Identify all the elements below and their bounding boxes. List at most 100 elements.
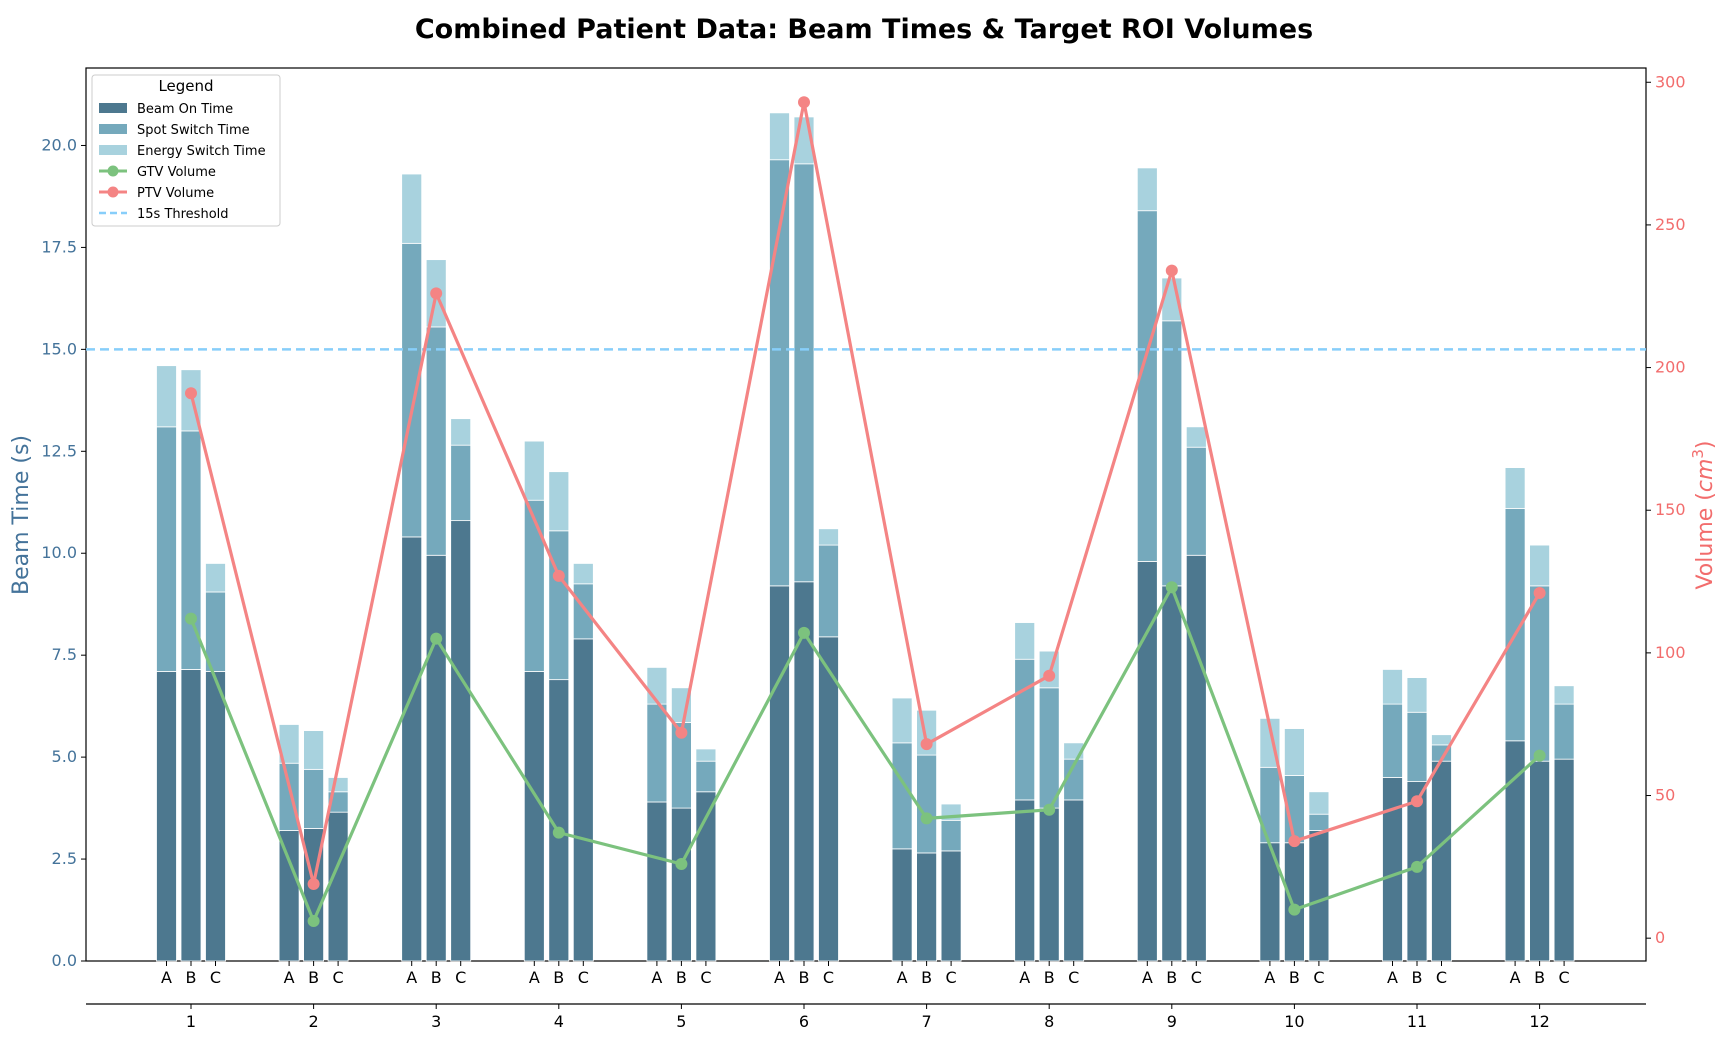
- bar-segment-3-patient-7-field-A: [891, 697, 913, 744]
- bar-segment-2-patient-12-field-C: [1553, 703, 1575, 760]
- line-point-2-patient-11: [1411, 795, 1423, 808]
- patient-label: 10: [1284, 1012, 1304, 1031]
- bar-segment-3-patient-4-field-C: [572, 563, 594, 585]
- line-point-1-patient-2: [307, 915, 320, 928]
- line-point-2-patient-7: [920, 738, 933, 751]
- line-point-2-patient-2: [307, 877, 320, 890]
- x-field-label: A: [774, 968, 785, 987]
- right-tick-label: 150: [1655, 500, 1686, 519]
- line-point-2-patient-6: [798, 96, 810, 109]
- patient-label: 8: [1044, 1012, 1054, 1031]
- line-point-2-patient-4: [552, 569, 565, 582]
- bar-segment-3-patient-3-field-C: [450, 418, 472, 446]
- bar-segment-1-patient-1-field-B: [180, 669, 202, 962]
- legend-label: Beam On Time: [137, 102, 233, 117]
- bar-segment-2-patient-8-field-A: [1014, 658, 1036, 801]
- left-tick-label: 7.5: [52, 645, 77, 664]
- x-field-label: C: [823, 968, 834, 987]
- bar-segment-2-patient-7-field-A: [891, 742, 913, 850]
- x-field-label: C: [333, 968, 344, 987]
- x-field-label: B: [308, 968, 319, 987]
- x-field-label: A: [897, 968, 908, 987]
- right-axis-label: Volume (cm3): [1689, 440, 1718, 589]
- line-series-2: [189, 100, 1541, 886]
- bar-segment-3-patient-10-field-B: [1284, 728, 1305, 776]
- bar-segment-1-patient-12-field-B: [1529, 760, 1550, 962]
- x-axis: A B C A B C A B C A B C A B C A B C A B C A B C A B C A B C A B C A B C1 2 3 4…: [86, 961, 1646, 1031]
- bar-segment-1-patient-7-field-B: [916, 852, 937, 962]
- x-field-label: A: [284, 968, 295, 987]
- x-field-label: B: [431, 968, 442, 987]
- left-tick-label: 0.0: [52, 951, 77, 970]
- bar-segment-2-patient-8-field-B: [1038, 687, 1060, 809]
- bar-segment-3-patient-3-field-A: [401, 173, 423, 244]
- legend: Legend Beam On Time Spot Switch Time Energ…: [91, 74, 281, 227]
- line-series-1: [189, 585, 1541, 923]
- bar-segment-2-patient-5-field-A: [646, 703, 668, 803]
- bar-segment-1-patient-12-field-A: [1504, 740, 1526, 962]
- bar-segment-2-patient-4-field-B: [548, 530, 570, 681]
- line-point-1-patient-6: [798, 626, 810, 639]
- patient-label: 1: [186, 1012, 196, 1031]
- legend-label: PTV Volume: [137, 186, 214, 201]
- right-tick-label: 50: [1655, 786, 1675, 805]
- bar-segment-2-patient-7-field-C: [940, 819, 962, 852]
- legend-patch: [99, 124, 127, 134]
- legend-marker: [107, 165, 119, 177]
- plot-frame: [85, 67, 1647, 962]
- bar-segment-3-patient-11-field-C: [1431, 734, 1452, 746]
- line-point-1-patient-8: [1043, 803, 1056, 816]
- bar-segment-1-patient-12-field-C: [1553, 758, 1575, 962]
- bar-segment-1-patient-5-field-A: [646, 801, 668, 962]
- x-field-label: B: [1289, 968, 1300, 987]
- patient-label: 9: [1167, 1012, 1177, 1031]
- bar-segment-1-patient-8-field-C: [1063, 799, 1085, 962]
- line-point-2-patient-12: [1533, 586, 1546, 599]
- x-field-label: A: [529, 968, 540, 987]
- x-field-label: B: [921, 968, 932, 987]
- line-point-1-patient-1: [185, 612, 197, 625]
- x-field-label: A: [651, 968, 662, 987]
- bar-segment-3-patient-6-field-A: [769, 112, 790, 161]
- right-tick-label: 300: [1655, 72, 1686, 91]
- bar-segment-2-patient-6-field-C: [818, 544, 839, 638]
- x-field-label: B: [186, 968, 197, 987]
- x-field-label: A: [1387, 968, 1398, 987]
- bar-segment-1-patient-7-field-C: [940, 850, 962, 962]
- x-field-label: B: [1534, 968, 1545, 987]
- right-tick-label: 0: [1655, 928, 1665, 947]
- bar-segment-3-patient-11-field-A: [1382, 669, 1403, 705]
- x-field-label: C: [1068, 968, 1079, 987]
- bar-segment-2-patient-9-field-B: [1161, 320, 1183, 587]
- bar-segment-2-patient-6-field-B: [793, 163, 815, 583]
- bar-segment-3-patient-9-field-C: [1185, 426, 1207, 448]
- bar-segment-1-patient-5-field-B: [671, 807, 692, 962]
- bar-segment-1-patient-6-field-A: [769, 585, 790, 962]
- bar-segment-1-patient-11-field-A: [1382, 777, 1403, 962]
- bar-segment-1-patient-4-field-C: [572, 638, 594, 962]
- x-field-label: B: [1166, 968, 1177, 987]
- line-point-2-patient-9: [1165, 264, 1178, 277]
- x-field-label: B: [1412, 968, 1423, 987]
- bar-segment-3-patient-5-field-C: [695, 748, 717, 762]
- bar-segment-3-patient-2-field-B: [303, 730, 325, 770]
- bar-segment-2-patient-12-field-B: [1529, 585, 1550, 762]
- right-tick-label: 200: [1655, 358, 1686, 377]
- x-field-label: C: [455, 968, 466, 987]
- x-field-label: A: [161, 968, 172, 987]
- bar-segment-1-patient-11-field-C: [1431, 760, 1452, 962]
- bar-segment-1-patient-7-field-A: [891, 848, 913, 962]
- bar-segment-1-patient-3-field-A: [401, 536, 423, 962]
- patient-label: 11: [1407, 1012, 1427, 1031]
- patient-label: 6: [799, 1012, 809, 1031]
- bar-segment-2-patient-3-field-C: [450, 444, 472, 522]
- legend-patch: [99, 103, 127, 113]
- left-tick-label: 2.5: [52, 849, 77, 868]
- line-point-2-patient-10: [1288, 835, 1301, 848]
- left-tick-label: 5.0: [52, 747, 77, 766]
- x-field-label: C: [700, 968, 711, 987]
- right-tick-label: 250: [1655, 215, 1686, 234]
- bar-segment-2-patient-1-field-A: [156, 426, 177, 672]
- line-point-2-patient-8: [1043, 669, 1056, 682]
- bar-segment-1-patient-9-field-B: [1161, 585, 1183, 962]
